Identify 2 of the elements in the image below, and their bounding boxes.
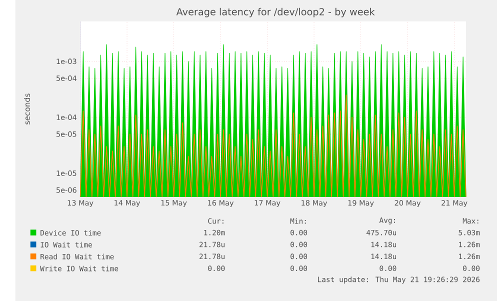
chart-title: Average latency for /dev/loop2 - by week bbox=[176, 8, 375, 18]
line-series bbox=[80, 94, 466, 197]
